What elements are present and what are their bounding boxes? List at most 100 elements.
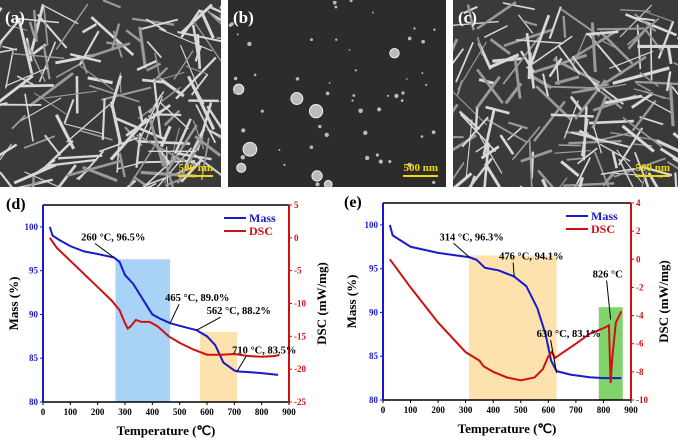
- nanorod: [641, 170, 648, 187]
- x-tick-label: 200: [91, 407, 105, 417]
- nanorod: [558, 45, 581, 75]
- nanorod: [599, 143, 631, 162]
- nanorod: [33, 9, 38, 42]
- nanorod: [0, 48, 18, 54]
- panel-label-a: (a): [5, 8, 25, 27]
- nanorod: [57, 164, 77, 187]
- nanorod: [621, 124, 655, 153]
- nanorod: [563, 100, 579, 139]
- nanorod: [559, 177, 568, 187]
- annotation-label: 476 °C, 94.1%: [499, 252, 563, 263]
- nanorod: [161, 155, 175, 187]
- nanoparticle: [323, 179, 333, 187]
- nanorod: [101, 86, 152, 101]
- nanorod: [506, 127, 523, 141]
- nanorod: [499, 134, 515, 155]
- nanorod: [28, 72, 74, 108]
- nanorod: [0, 74, 34, 103]
- y2-tick-label: -10: [636, 395, 648, 405]
- nanorod: [4, 67, 49, 87]
- nanoparticle: [335, 38, 338, 41]
- nanoparticle: [324, 132, 329, 138]
- panel-label-c: (c): [458, 8, 477, 27]
- y2-tick-label: 0: [294, 233, 299, 243]
- nanorod: [135, 132, 142, 168]
- nanoparticle: [365, 155, 370, 161]
- x-tick-label: 600: [542, 405, 556, 415]
- nanorod: [173, 118, 192, 155]
- nanoparticle: [349, 0, 353, 3]
- scale-bar-c: 500 nm: [635, 162, 670, 177]
- nanorod: [0, 143, 18, 157]
- nanorod: [636, 82, 652, 93]
- y2-tick-label: 2: [636, 226, 641, 236]
- annotation-label: 260 °C, 96.5%: [81, 233, 145, 244]
- y-tick-label: 80: [369, 395, 379, 405]
- scale-bar-label: 500 nm: [635, 162, 670, 174]
- nanorod: [154, 52, 162, 82]
- nanorod: [657, 20, 675, 59]
- nanorod: [659, 147, 678, 162]
- nanorod: [24, 93, 34, 142]
- nanorod: [453, 103, 459, 114]
- nanorod: [138, 105, 144, 123]
- nanorod: [569, 95, 583, 111]
- nanorod: [193, 21, 221, 63]
- nanoparticle: [295, 77, 300, 81]
- nanorod: [54, 114, 76, 150]
- nanorod: [502, 36, 540, 85]
- nanoparticle: [432, 180, 436, 185]
- nanoparticle: [351, 99, 354, 102]
- nanorod: [33, 92, 68, 115]
- nanorod: [541, 178, 548, 187]
- nanorod: [191, 82, 205, 105]
- nanorod: [574, 157, 591, 187]
- x-tick-label: 300: [118, 407, 132, 417]
- y2-tick-label: -2: [636, 282, 644, 292]
- annotation-arrow: [606, 280, 612, 320]
- nanorod: [537, 169, 555, 187]
- y2-tick-label: 4: [636, 198, 641, 208]
- panel-label: (e): [344, 194, 362, 211]
- nanorod: [643, 166, 673, 177]
- y-tick-label: 95: [369, 264, 379, 274]
- nanorod: [489, 53, 520, 69]
- nanoparticle: [233, 76, 238, 81]
- nanorod: [36, 13, 68, 49]
- nanorod: [22, 180, 42, 187]
- nanorod: [634, 80, 678, 86]
- y2-tick-label: -6: [636, 339, 644, 349]
- nanorod: [507, 121, 528, 130]
- sem-image-c: [453, 1, 678, 187]
- nanorod: [147, 114, 165, 167]
- nanorod: [600, 167, 635, 176]
- nanorod: [627, 25, 649, 50]
- sem-panel-b: (b) 500 nm: [228, 0, 446, 187]
- nanorod: [453, 91, 488, 126]
- nanorod: [465, 119, 473, 177]
- nanoparticle: [377, 107, 382, 112]
- nanoparticle: [372, 11, 374, 14]
- scale-bar-label: 500 nm: [178, 162, 213, 174]
- nanorod: [109, 101, 123, 145]
- highlight-region: [200, 331, 238, 402]
- nanorod: [485, 105, 510, 115]
- legend-label-mass: Mass: [591, 209, 618, 223]
- nanorod: [469, 175, 476, 187]
- tga-dsc-chart-d: 0 100 200 300 400 500 600 700 800 900 80 85 90 95 100 -…: [6, 196, 329, 438]
- legend-label-dsc: DSC: [591, 222, 615, 236]
- nanoparticle: [236, 33, 239, 36]
- nanorod: [207, 128, 221, 137]
- tga-dsc-chart-e: 0 100 200 300 400 500 600 700 800 900 80 85 90 95 100 -…: [344, 194, 671, 436]
- nanorod: [152, 78, 162, 138]
- nanorod: [668, 82, 675, 127]
- nanoparticle: [309, 145, 314, 150]
- nanoparticle: [328, 82, 331, 84]
- nanorod: [453, 48, 465, 65]
- nanoparticle: [407, 36, 412, 41]
- nanoparticle: [242, 141, 258, 157]
- y2-tick-label: -25: [294, 397, 306, 407]
- panel-label-b: (b): [233, 8, 254, 27]
- sem-panel-c: (c) 500 nm: [453, 0, 678, 187]
- nanorod: [480, 145, 500, 160]
